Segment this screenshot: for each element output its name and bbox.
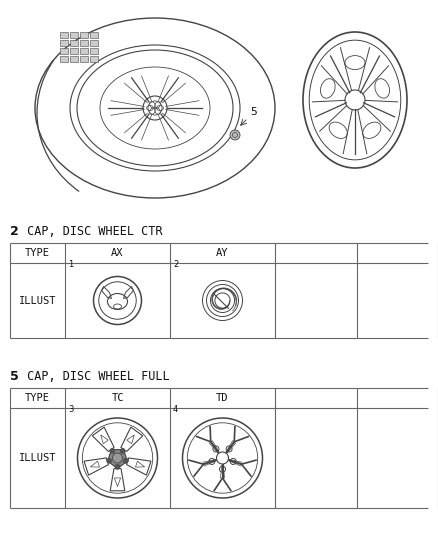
Text: CAP, DISC WHEEL CTR: CAP, DISC WHEEL CTR <box>20 225 162 238</box>
Bar <box>70 32 78 38</box>
Bar <box>60 56 68 62</box>
Text: TYPE: TYPE <box>25 248 50 258</box>
Bar <box>80 32 88 38</box>
Bar <box>80 56 88 62</box>
Text: 2: 2 <box>10 225 19 238</box>
Circle shape <box>115 464 120 469</box>
Bar <box>60 48 68 54</box>
Bar <box>60 40 68 46</box>
Polygon shape <box>108 450 127 469</box>
Text: TYPE: TYPE <box>25 393 50 403</box>
Text: TD: TD <box>216 393 229 403</box>
Text: 1: 1 <box>68 260 73 269</box>
Circle shape <box>113 453 123 463</box>
Bar <box>70 56 78 62</box>
Text: ILLUST: ILLUST <box>19 453 56 463</box>
Text: CAP, DISC WHEEL FULL: CAP, DISC WHEEL FULL <box>20 370 170 383</box>
Bar <box>80 40 88 46</box>
Bar <box>90 56 98 62</box>
Bar <box>90 32 98 38</box>
Circle shape <box>124 458 128 463</box>
Bar <box>90 40 98 46</box>
Bar <box>60 32 68 38</box>
Text: AX: AX <box>111 248 124 258</box>
Text: 2: 2 <box>173 260 178 269</box>
Circle shape <box>120 448 125 454</box>
Circle shape <box>106 458 112 463</box>
Text: 3: 3 <box>68 405 74 414</box>
Text: AY: AY <box>216 248 229 258</box>
Text: 5: 5 <box>10 370 19 383</box>
Bar <box>80 48 88 54</box>
Text: ILLUST: ILLUST <box>19 295 56 305</box>
Text: 5: 5 <box>250 107 257 117</box>
Text: 4: 4 <box>173 405 178 414</box>
Bar <box>70 48 78 54</box>
Bar <box>90 48 98 54</box>
Circle shape <box>110 448 115 454</box>
Text: TC: TC <box>111 393 124 403</box>
Circle shape <box>230 130 240 140</box>
Bar <box>70 40 78 46</box>
